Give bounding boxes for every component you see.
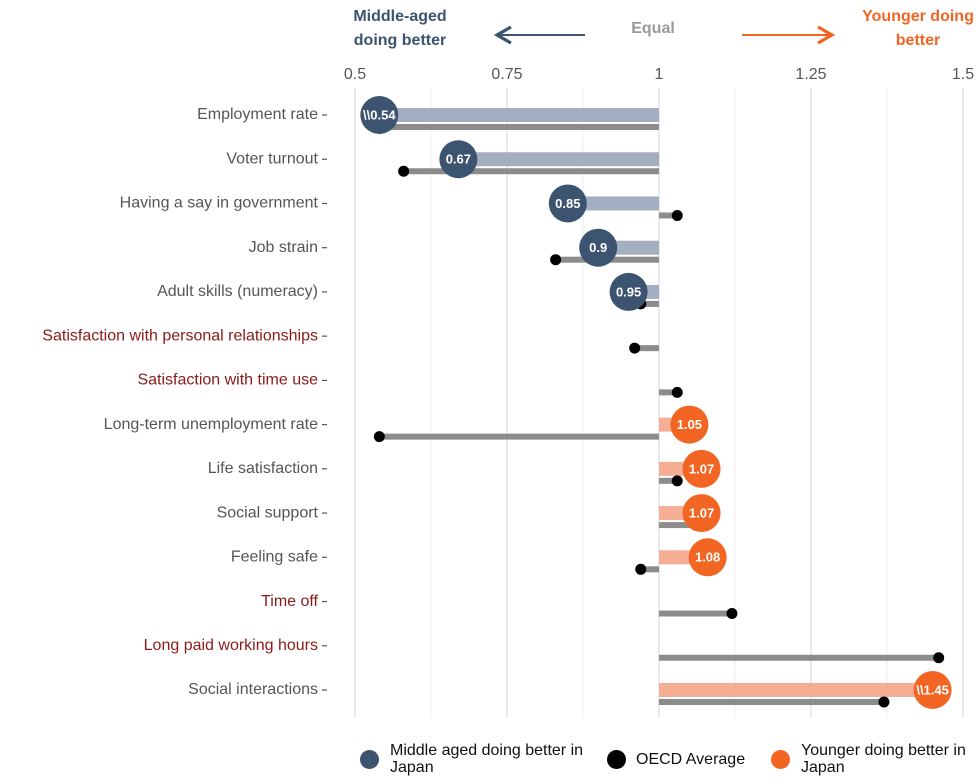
oecd-bar [659, 477, 678, 484]
oecd-bar [379, 433, 659, 440]
category-label: Satisfaction with personal relationships [42, 327, 318, 344]
legend-label: Middle aged doing better in Japan [390, 742, 584, 776]
value-label: \\1.45 [916, 682, 949, 697]
oecd-dot [933, 652, 945, 664]
x-tick-label: 1.25 [795, 66, 826, 83]
oecd-bar [379, 124, 659, 130]
oecd-bar [403, 168, 659, 175]
oecd-bar [640, 300, 659, 307]
oecd-dot [635, 563, 647, 575]
oecd-dot [398, 165, 410, 177]
oecd-bar [659, 610, 732, 617]
value-label: 1.08 [695, 550, 720, 565]
category-label: Adult skills (numeracy) [157, 283, 318, 300]
category-label: Social interactions [188, 681, 318, 698]
x-tick-label: 1 [655, 66, 664, 83]
value-label: 0.95 [616, 284, 641, 299]
value-label: 0.67 [446, 152, 471, 167]
value-label: 0.9 [589, 240, 607, 255]
oecd-bar [659, 522, 696, 529]
legend-swatch [607, 750, 626, 769]
x-tick-label: 1.5 [952, 66, 974, 83]
category-label: Job strain [249, 239, 318, 256]
oecd-dot [671, 386, 683, 398]
japan-dot [913, 671, 952, 709]
oecd-bar [659, 212, 678, 219]
x-tick-label: 0.75 [491, 66, 522, 83]
category-label: Voter turnout [226, 150, 318, 167]
oecd-bar [640, 566, 659, 573]
value-label: \\0.54 [363, 107, 396, 122]
value-label: 1.07 [689, 461, 714, 476]
japan-dot [682, 494, 721, 533]
category-label: Having a say in government [120, 195, 319, 212]
japan-bar [458, 152, 659, 167]
value-label: 1.07 [689, 506, 714, 521]
japan-bar [379, 108, 659, 122]
oecd-dot [878, 696, 890, 708]
japan-dot [609, 272, 648, 311]
oecd-dot [373, 431, 385, 443]
oecd-bar [659, 699, 884, 705]
japan-dot [439, 140, 478, 179]
japan-dot [360, 96, 399, 134]
oecd-bar [659, 654, 939, 661]
oecd-bar [634, 345, 659, 352]
category-label: Time off [261, 593, 318, 610]
japan-bar [567, 196, 659, 211]
oecd-dot [629, 342, 641, 354]
japan-dot [548, 184, 587, 223]
category-label: Social support [217, 504, 319, 521]
value-label: 1.05 [677, 417, 702, 432]
legend-label: Younger doing better in Japan [801, 742, 966, 776]
x-tick-label: 0.5 [344, 66, 366, 83]
legend-label: OECD Average [636, 751, 746, 768]
header-center: Equal [631, 20, 675, 37]
category-label: Feeling safe [231, 549, 318, 566]
category-label: Long-term unemployment rate [104, 416, 318, 433]
category-label: Satisfaction with time use [137, 372, 318, 389]
category-label: Employment rate [197, 106, 318, 123]
category-label: Long paid working hours [144, 637, 318, 654]
oecd-dot [671, 209, 683, 221]
header-left: Middle-aged doing better [353, 8, 447, 49]
oecd-dot [550, 254, 562, 266]
header-right: Younger doing better [862, 8, 974, 49]
category-label: Life satisfaction [208, 460, 318, 477]
value-label: 0.85 [555, 196, 580, 211]
japan-dot [579, 228, 618, 267]
japan-dot [682, 449, 721, 488]
oecd-dot [671, 475, 683, 487]
oecd-dot [726, 608, 738, 620]
japan-bar [659, 683, 933, 697]
japan-dot [670, 405, 709, 444]
japan-dot [688, 538, 727, 577]
legend-swatch [771, 750, 790, 769]
oecd-bar [659, 389, 678, 396]
legend-swatch [360, 750, 379, 769]
